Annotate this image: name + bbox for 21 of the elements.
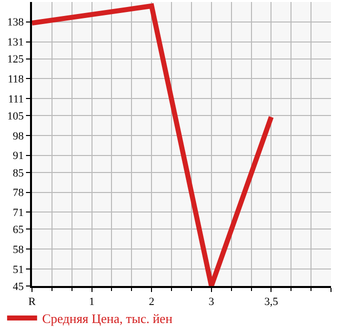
y-tick-label: 45 — [12, 280, 24, 293]
x-tick-label: R — [28, 296, 36, 308]
x-tick-label: 2 — [148, 296, 154, 308]
y-tick-label: 125 — [7, 54, 24, 66]
y-tick-label: 118 — [8, 74, 24, 86]
y-tick-label: 91 — [12, 150, 24, 162]
y-tick-label: 65 — [12, 224, 24, 236]
x-tick-label: 3,5 — [264, 296, 279, 308]
y-tick-label: 105 — [7, 110, 24, 122]
y-tick-label: 131 — [7, 36, 24, 49]
y-tick-label: 58 — [12, 244, 24, 256]
y-tick-label: 51 — [12, 264, 24, 276]
y-tick-label: 78 — [12, 187, 24, 200]
y-tick-label: 71 — [12, 207, 24, 220]
y-tick-label: 138 — [7, 16, 24, 29]
y-tick-label: 98 — [12, 130, 24, 142]
x-tick-label: 3 — [208, 296, 215, 308]
legend-label: Средняя Цена, тыс. йен — [42, 311, 172, 326]
x-tick-label: 1 — [89, 296, 95, 308]
y-tick-label: 111 — [8, 93, 24, 106]
y-tick-label: 85 — [12, 167, 24, 180]
